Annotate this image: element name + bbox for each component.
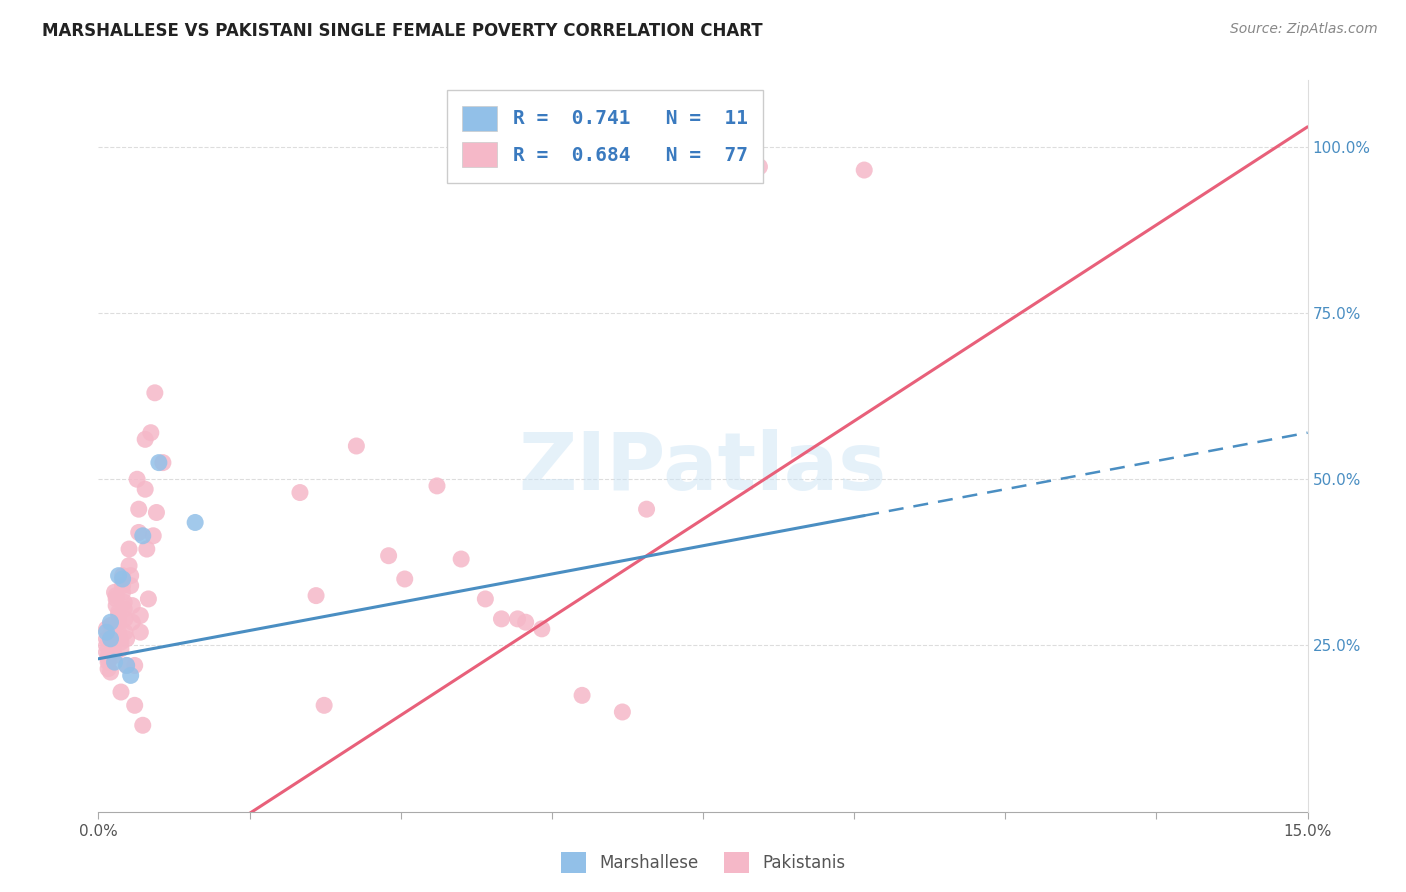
Point xyxy=(97,652,120,666)
Point xyxy=(394,572,416,586)
Point xyxy=(114,625,136,640)
Point xyxy=(103,648,125,663)
Point xyxy=(344,439,367,453)
Point xyxy=(96,632,118,646)
Point xyxy=(853,163,876,178)
Point xyxy=(100,618,122,632)
Point xyxy=(112,595,135,609)
Point xyxy=(132,718,155,732)
Point xyxy=(118,542,141,557)
Point xyxy=(100,615,122,630)
Point xyxy=(100,628,122,642)
Point xyxy=(112,602,135,616)
Point xyxy=(101,641,124,656)
Point xyxy=(97,655,120,669)
Point xyxy=(114,612,136,626)
Point xyxy=(426,479,449,493)
Point xyxy=(111,568,134,582)
Legend: R =  0.741   N =  11, R =  0.684   N =  77: R = 0.741 N = 11, R = 0.684 N = 77 xyxy=(447,90,763,183)
Point xyxy=(97,648,120,663)
Point xyxy=(107,615,129,630)
Point xyxy=(305,589,328,603)
Point xyxy=(139,425,162,440)
Point xyxy=(105,599,128,613)
Point xyxy=(148,456,170,470)
Point xyxy=(121,615,143,630)
Point xyxy=(100,665,122,679)
Point xyxy=(100,632,122,646)
Point xyxy=(571,689,593,703)
Point xyxy=(184,516,207,530)
Point xyxy=(111,579,134,593)
Point xyxy=(145,506,167,520)
Point xyxy=(506,612,529,626)
Point xyxy=(97,662,120,676)
Point xyxy=(121,599,143,613)
Point xyxy=(143,385,166,400)
Point xyxy=(377,549,399,563)
Point xyxy=(733,166,755,180)
Point xyxy=(142,529,165,543)
Point xyxy=(101,635,124,649)
Point xyxy=(288,485,311,500)
Point xyxy=(450,552,472,566)
Point xyxy=(129,625,152,640)
Point xyxy=(107,625,129,640)
Point xyxy=(120,668,142,682)
Point xyxy=(96,645,118,659)
Point xyxy=(127,472,149,486)
Point xyxy=(124,698,146,713)
Point xyxy=(111,585,134,599)
Text: ZIPatlas: ZIPatlas xyxy=(519,429,887,507)
Point xyxy=(110,635,132,649)
Point xyxy=(152,456,174,470)
Point xyxy=(132,529,155,543)
Point xyxy=(474,591,496,606)
Point xyxy=(115,632,138,646)
Point xyxy=(110,685,132,699)
Point xyxy=(107,605,129,619)
Point xyxy=(515,615,537,630)
Point xyxy=(129,608,152,623)
Point xyxy=(96,622,118,636)
Point xyxy=(612,705,634,719)
Point xyxy=(138,591,160,606)
Point xyxy=(636,502,658,516)
Text: Source: ZipAtlas.com: Source: ZipAtlas.com xyxy=(1230,22,1378,37)
Point xyxy=(115,658,138,673)
Point xyxy=(135,542,157,557)
Point xyxy=(134,482,156,496)
Point xyxy=(103,655,125,669)
Point xyxy=(103,585,125,599)
Text: MARSHALLESE VS PAKISTANI SINGLE FEMALE POVERTY CORRELATION CHART: MARSHALLESE VS PAKISTANI SINGLE FEMALE P… xyxy=(42,22,763,40)
Point xyxy=(120,568,142,582)
Point xyxy=(96,625,118,640)
Point xyxy=(134,433,156,447)
Point xyxy=(96,639,118,653)
Point xyxy=(491,612,513,626)
Point xyxy=(314,698,336,713)
Point xyxy=(120,579,142,593)
Point xyxy=(748,160,770,174)
Point xyxy=(107,608,129,623)
Point xyxy=(124,658,146,673)
Point xyxy=(530,622,553,636)
Point xyxy=(110,641,132,656)
Point xyxy=(105,589,128,603)
Point xyxy=(118,558,141,573)
Point xyxy=(111,572,134,586)
Point xyxy=(105,591,128,606)
Point xyxy=(128,502,150,516)
Point xyxy=(115,658,138,673)
Legend: Marshallese, Pakistanis: Marshallese, Pakistanis xyxy=(554,846,852,880)
Point xyxy=(107,568,129,582)
Point xyxy=(128,525,150,540)
Point xyxy=(108,632,131,646)
